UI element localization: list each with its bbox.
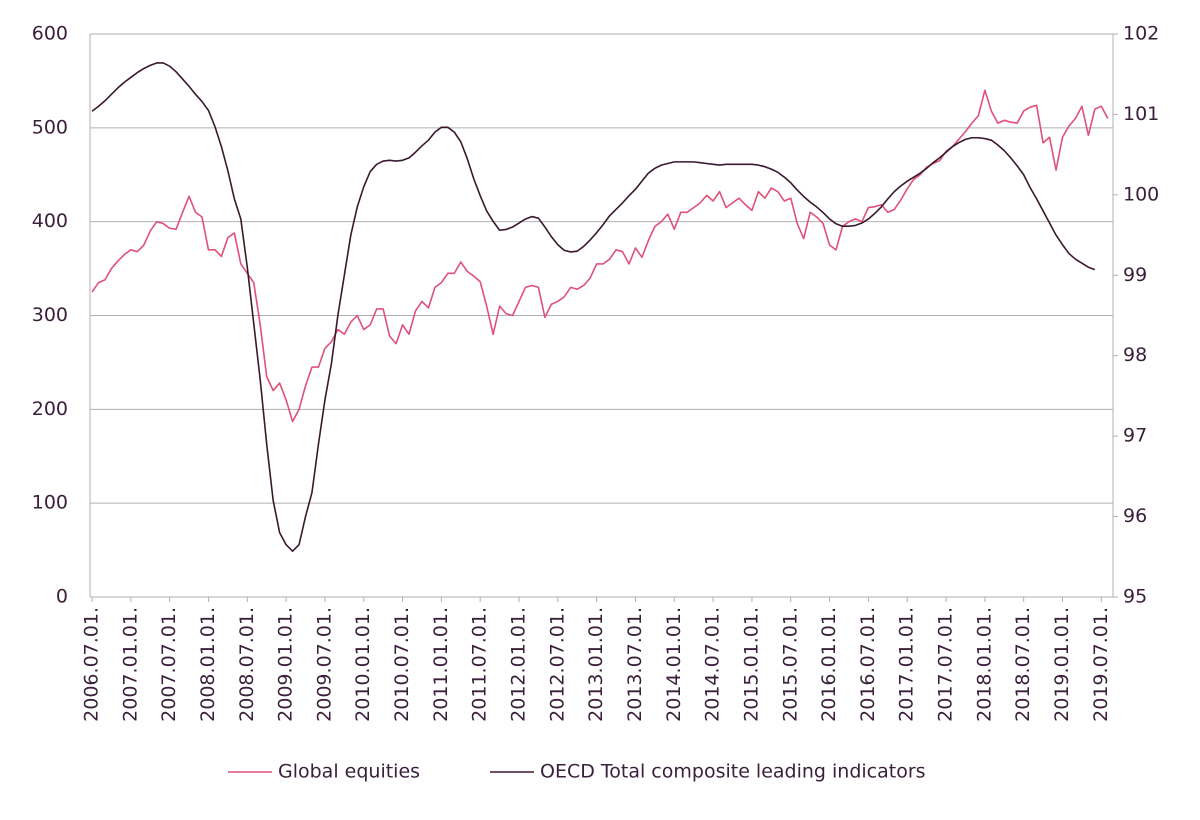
x-tick-label: 2013.07.01. bbox=[624, 607, 646, 722]
x-tick-label: 2019.01.01. bbox=[1051, 607, 1073, 722]
x-tick-label: 2016.01.01. bbox=[818, 607, 840, 722]
x-tick-label: 2012.01.01. bbox=[508, 607, 530, 722]
x-tick-label: 2017.01.01. bbox=[896, 607, 918, 722]
y-tick-label: 600 bbox=[32, 23, 68, 45]
x-tick-label: 2017.07.01. bbox=[935, 607, 957, 722]
y-tick-label: 100 bbox=[32, 492, 68, 514]
x-tick-label: 2016.07.01. bbox=[857, 607, 879, 722]
y-tick-label: 500 bbox=[32, 116, 68, 138]
y2-tick-label: 102 bbox=[1123, 23, 1159, 45]
y-tick-label: 200 bbox=[32, 398, 68, 420]
x-tick-label: 2009.01.01. bbox=[275, 607, 297, 722]
x-tick-label: 2018.07.01. bbox=[1012, 607, 1034, 722]
x-tick-label: 2008.01.01. bbox=[197, 607, 219, 722]
y2-tick-label: 96 bbox=[1123, 505, 1147, 527]
y-tick-label: 300 bbox=[32, 304, 68, 326]
y2-tick-label: 101 bbox=[1123, 103, 1159, 125]
y2-tick-label: 98 bbox=[1123, 344, 1147, 366]
x-tick-label: 2012.07.01. bbox=[546, 607, 568, 722]
legend-label: Global equities bbox=[278, 761, 420, 783]
x-tick-label: 2011.07.01. bbox=[469, 607, 491, 722]
x-tick-label: 2007.01.01. bbox=[119, 607, 141, 722]
y-tick-label: 0 bbox=[56, 586, 68, 608]
x-tick-label: 2015.07.01. bbox=[779, 607, 801, 722]
x-tick-label: 2015.01.01. bbox=[740, 607, 762, 722]
x-tick-label: 2014.01.01. bbox=[663, 607, 685, 722]
x-tick-label: 2013.01.01. bbox=[585, 607, 607, 722]
series-line bbox=[91, 62, 1096, 552]
x-tick-label: 2014.07.01. bbox=[702, 607, 724, 722]
series-line bbox=[91, 89, 1109, 423]
x-tick-label: 2010.01.01. bbox=[352, 607, 374, 722]
y2-tick-label: 99 bbox=[1123, 264, 1147, 286]
x-tick-label: 2008.07.01. bbox=[236, 607, 258, 722]
y2-tick-label: 97 bbox=[1123, 425, 1147, 447]
x-tick-label: 2010.07.01. bbox=[391, 607, 413, 722]
legend-label: OECD Total composite leading indicators bbox=[540, 761, 926, 783]
x-tick-label: 2009.07.01. bbox=[313, 607, 335, 722]
y-tick-label: 400 bbox=[32, 210, 68, 232]
x-tick-label: 2018.01.01. bbox=[973, 607, 995, 722]
x-tick-label: 2006.07.01. bbox=[81, 607, 103, 722]
x-tick-label: 2007.07.01. bbox=[158, 607, 180, 722]
y2-tick-label: 100 bbox=[1123, 183, 1159, 205]
x-tick-label: 2019.07.01. bbox=[1090, 607, 1112, 722]
y2-tick-label: 95 bbox=[1123, 586, 1147, 608]
x-tick-label: 2011.01.01. bbox=[430, 607, 452, 722]
